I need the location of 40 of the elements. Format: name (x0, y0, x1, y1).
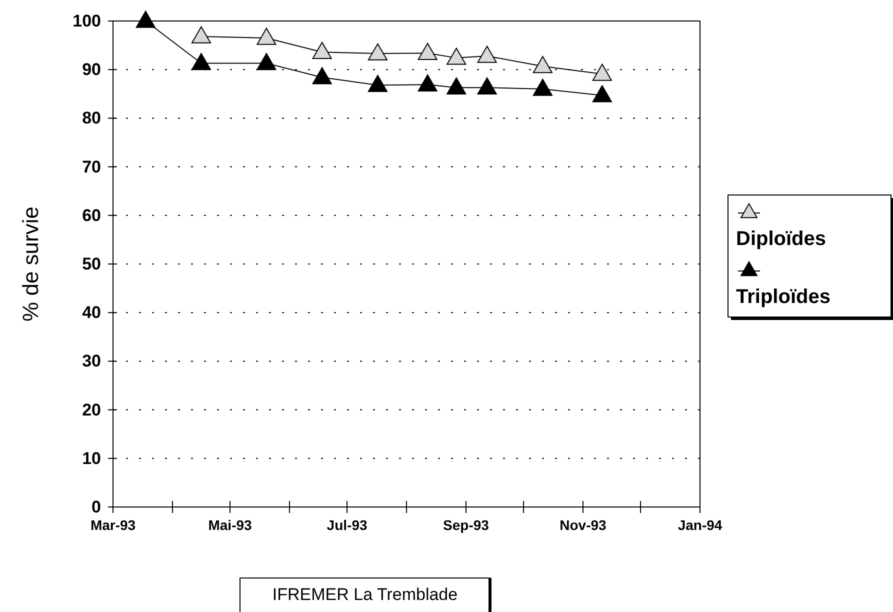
y-axis-title: % de survie (18, 206, 43, 322)
point (368, 74, 388, 92)
point (446, 48, 466, 65)
point (312, 42, 332, 59)
point (418, 42, 438, 60)
y-tick-label: 70 (82, 157, 101, 176)
legend-label: Diploïdes (736, 228, 826, 250)
x-tick-label: Jul-93 (326, 517, 368, 533)
y-tick-label: 80 (82, 108, 101, 128)
point (532, 78, 553, 96)
y-tick-label: 90 (82, 60, 101, 80)
point (191, 53, 212, 70)
y-tick-label: 20 (82, 400, 101, 420)
y-tick-label: 40 (82, 303, 101, 322)
point (368, 43, 388, 60)
point (592, 64, 612, 81)
point (256, 53, 276, 70)
point (312, 67, 332, 84)
point (136, 10, 156, 28)
x-tick-label: Jan-94 (678, 517, 722, 533)
y-tick-label: 60 (82, 206, 101, 225)
point (418, 74, 438, 92)
point (191, 26, 212, 44)
x-tick-label: Sep-93 (443, 517, 490, 533)
text: IFREMER La Tremblade (272, 585, 458, 604)
y-tick-label: 100 (72, 11, 101, 30)
x-tick-label: Nov-93 (560, 517, 607, 533)
y-tick-label: 30 (82, 352, 101, 371)
y-tick-label: 10 (82, 448, 101, 468)
point (477, 77, 497, 94)
y-tick-label: 50 (82, 254, 101, 274)
x-tick-label: Mai-93 (208, 517, 252, 533)
point (532, 56, 553, 74)
legend-label: Triploïdes (736, 286, 830, 308)
point (256, 28, 276, 45)
point (592, 85, 612, 102)
point (477, 46, 497, 63)
x-tick-label: Mar-93 (90, 517, 136, 533)
y-tick-label: 0 (92, 497, 101, 516)
point (446, 77, 466, 94)
